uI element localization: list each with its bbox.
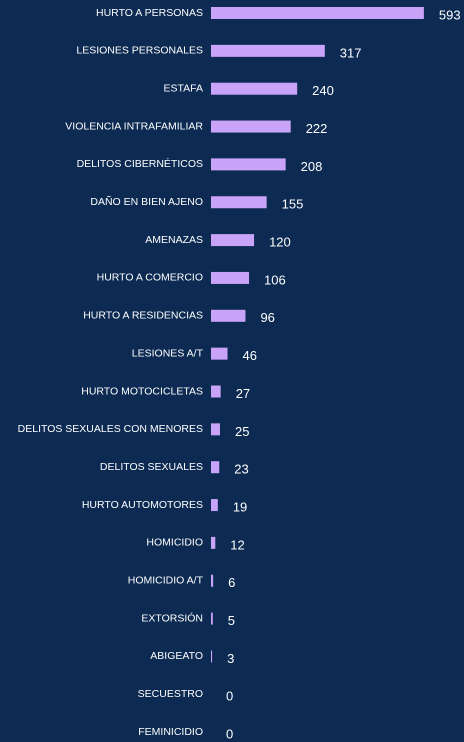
category-label: HOMICIDIO bbox=[146, 537, 203, 549]
category-label: FEMINICIDIO bbox=[138, 726, 203, 738]
category-label: LESIONES PERSONALES bbox=[76, 45, 203, 57]
value-label: 222 bbox=[306, 121, 328, 136]
bar bbox=[211, 309, 246, 322]
value-label: 19 bbox=[233, 499, 247, 514]
category-label: HURTO A PERSONAS bbox=[96, 7, 203, 19]
value-label: 27 bbox=[236, 386, 250, 401]
value-label: 593 bbox=[439, 7, 461, 22]
category-label: HURTO AUTOMOTORES bbox=[82, 499, 203, 511]
value-label: 106 bbox=[264, 272, 286, 287]
value-label: 120 bbox=[269, 235, 291, 250]
bar bbox=[211, 7, 424, 19]
value-label: 25 bbox=[235, 424, 249, 439]
value-label: 6 bbox=[228, 575, 235, 590]
bar bbox=[211, 461, 220, 474]
bar bbox=[211, 385, 221, 398]
value-label: 5 bbox=[228, 613, 235, 628]
value-label: 12 bbox=[230, 537, 244, 552]
bar bbox=[211, 234, 255, 247]
value-label: 23 bbox=[234, 462, 248, 477]
bar bbox=[211, 650, 213, 663]
bar bbox=[211, 536, 216, 549]
category-label: ABIGEATO bbox=[150, 650, 203, 662]
bar bbox=[211, 499, 218, 512]
value-label: 155 bbox=[282, 197, 304, 212]
bar bbox=[211, 347, 228, 360]
category-label: EXTORSIÓN bbox=[141, 611, 203, 624]
bar bbox=[211, 158, 286, 171]
category-label: DELITOS SEXUALES bbox=[100, 461, 203, 473]
category-label: ESTAFA bbox=[164, 82, 203, 94]
value-label: 3 bbox=[227, 651, 234, 666]
bar bbox=[211, 120, 291, 133]
category-label: HURTO A COMERCIO bbox=[97, 272, 203, 284]
category-label: DAÑO EN BIEN AJENO bbox=[90, 195, 203, 208]
category-label: HURTO MOTOCICLETAS bbox=[81, 385, 203, 397]
bar bbox=[211, 44, 325, 57]
category-label: SECUESTRO bbox=[138, 688, 203, 700]
category-label: DELITOS CIBERNÉTICOS bbox=[77, 157, 203, 170]
value-label: 240 bbox=[312, 83, 334, 98]
bar bbox=[211, 612, 213, 625]
bar bbox=[211, 196, 267, 209]
category-label: AMENAZAS bbox=[145, 234, 203, 246]
bar bbox=[211, 82, 298, 95]
category-label: LESIONES A/T bbox=[132, 347, 204, 359]
value-label: 46 bbox=[243, 348, 257, 363]
value-label: 208 bbox=[301, 159, 323, 174]
category-label: DELITOS SEXUALES CON MENORES bbox=[18, 423, 203, 435]
bar bbox=[211, 423, 220, 436]
value-label: 0 bbox=[226, 727, 233, 742]
bar bbox=[211, 271, 250, 284]
category-label: VIOLENCIA INTRAFAMILIAR bbox=[65, 120, 203, 132]
value-label: 96 bbox=[260, 310, 274, 325]
category-label: HURTO A RESIDENCIAS bbox=[83, 310, 203, 322]
value-label: 0 bbox=[226, 689, 233, 704]
category-label: HOMICIDIO A/T bbox=[128, 575, 204, 587]
bar bbox=[211, 574, 214, 587]
value-label: 317 bbox=[340, 45, 362, 60]
